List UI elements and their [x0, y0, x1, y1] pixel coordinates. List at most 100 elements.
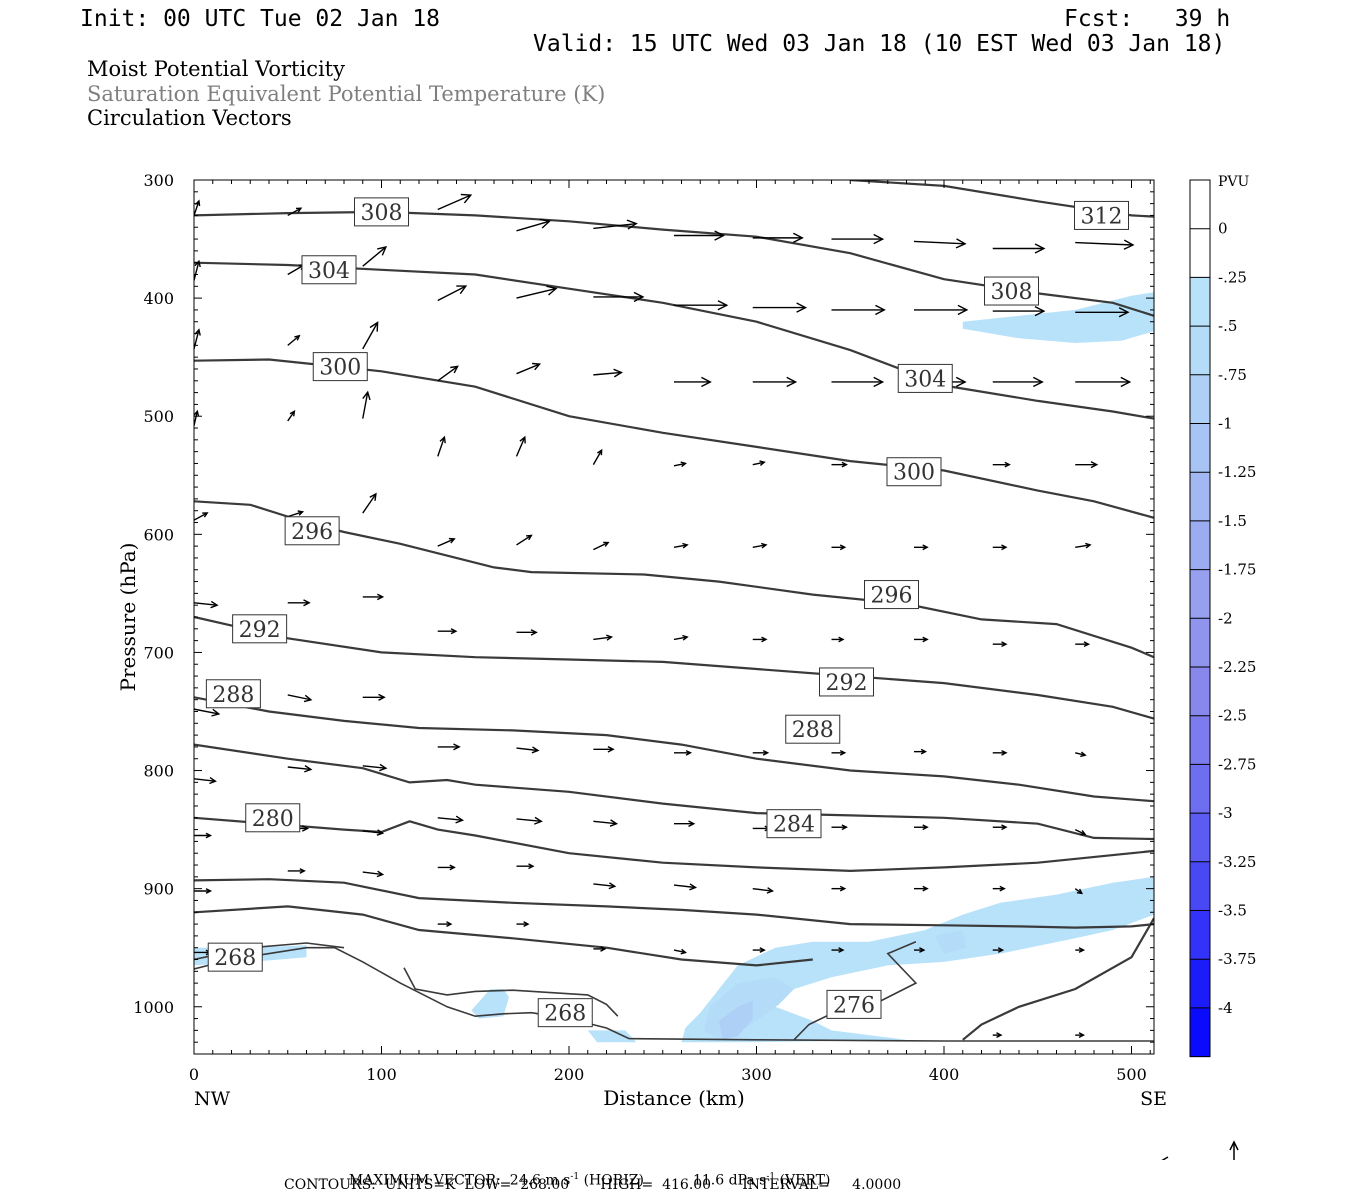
vector-57	[752, 542, 768, 549]
contour-label-304-1: 304	[897, 363, 953, 393]
vector-77	[437, 743, 461, 751]
vector-68	[673, 634, 689, 641]
vector-59	[914, 544, 929, 551]
vector-76	[362, 693, 386, 701]
colorbar-label-16: -4	[1218, 999, 1233, 1017]
vector-74	[194, 708, 221, 717]
vector-95	[914, 824, 929, 831]
vector-123	[992, 1032, 1003, 1039]
vector-94	[831, 824, 848, 831]
vector-96	[992, 824, 1008, 831]
vector-82	[831, 749, 847, 756]
vector-90	[516, 816, 543, 825]
vector-118	[831, 947, 845, 953]
vector-86	[194, 777, 217, 785]
svg-text:280: 280	[252, 807, 294, 832]
max-vector-label: MAXIMUM VECTOR:	[348, 1172, 501, 1189]
y-tick-label-700: 700	[143, 643, 174, 662]
horiz-max-value: 24.6 m s	[509, 1172, 571, 1189]
vector-71	[914, 636, 929, 643]
svg-text:296: 296	[291, 520, 333, 545]
contour-label-292-0: 292	[232, 614, 288, 644]
title-pv: Moist Potential Vorticity	[87, 57, 345, 81]
pv-shading	[194, 292, 1154, 1043]
vector-109	[1074, 888, 1084, 895]
colorbar-swatch-15	[1190, 910, 1210, 960]
vector-111	[287, 868, 306, 874]
vector-62	[194, 600, 219, 609]
vector-103	[593, 882, 617, 890]
contour-label-268-1: 268	[537, 998, 593, 1028]
valid-time: Valid: 15 UTC Wed 03 Jan 18 (10 EST Wed …	[533, 31, 1226, 57]
vector-42	[515, 435, 526, 457]
vector-106	[831, 885, 847, 892]
vector-102	[516, 863, 535, 870]
vector-83	[914, 748, 928, 755]
vector-22	[992, 305, 1046, 317]
horiz-unit: (HORIZ)	[583, 1172, 644, 1189]
x-tick-label-500: 500	[1116, 1065, 1147, 1084]
vector-70	[831, 636, 845, 643]
vector-56	[673, 542, 689, 549]
forecast-hour: Fcst: 39 h	[1064, 6, 1231, 32]
vector-38	[194, 409, 200, 426]
vector-63	[287, 599, 311, 607]
colorbar-label-13: -3.25	[1218, 853, 1256, 871]
vector-14	[362, 246, 388, 267]
contour-label-300-0: 300	[312, 352, 368, 382]
contour-304-12	[194, 358, 1154, 519]
vector-110	[194, 888, 213, 894]
vert-max-value: 11.6 dPa s	[692, 1172, 767, 1189]
vector-27	[362, 321, 379, 350]
colorbar-title: PVU	[1218, 174, 1250, 190]
colorbar-swatch-3	[1190, 326, 1210, 376]
vector-18	[674, 300, 729, 311]
svg-text:268: 268	[214, 946, 256, 971]
y-tick-label-500: 500	[143, 407, 174, 426]
contours-info: CONTOURS: UNITS=K LOW= 268.00 HIGH= 416.…	[284, 1177, 902, 1193]
vector-88	[362, 763, 388, 772]
vector-4	[593, 219, 638, 230]
nw-end-label: NW	[194, 1088, 231, 1110]
contour-label-288-0: 288	[205, 679, 261, 709]
colorbar-swatch-8	[1190, 569, 1210, 619]
circulation-vectors	[194, 193, 1154, 1039]
vector-121	[1075, 947, 1086, 953]
axes: 0 100 200 300 400 500 300 400 500 600 700 800 900 100…	[133, 171, 1154, 1084]
x-tick-label-0: 0	[189, 1065, 199, 1084]
contour-label-312-0: 312	[1074, 200, 1129, 230]
init-time: Init: 00 UTC Tue 02 Jan 18	[80, 6, 441, 32]
colorbar-swatch-13	[1190, 813, 1210, 863]
vert-unit: (VERT)	[779, 1172, 831, 1189]
colorbar-label-9: -2.25	[1218, 658, 1256, 676]
vector-120	[992, 947, 1005, 953]
x-tick-label-200: 200	[554, 1065, 585, 1084]
vector-39	[287, 410, 296, 422]
vector-48	[992, 461, 1011, 468]
vector-28	[437, 365, 459, 382]
colorbar-label-15: -3.75	[1218, 950, 1256, 968]
contour-276-2	[403, 967, 619, 1017]
vector-33	[831, 376, 885, 388]
vector-43	[592, 448, 603, 465]
contour-296-10	[194, 615, 1154, 720]
x-axis-title: Distance (km)	[603, 1086, 745, 1110]
pv-colorbar: PVU 0 -.25 -.5 -.75 -1 -1.25 -1.5 -1.75 -2 -2.25 -2…	[1189, 174, 1256, 1058]
vector-30	[593, 368, 623, 378]
vector-20	[831, 304, 886, 316]
vector-61	[1075, 542, 1092, 549]
svg-text:284: 284	[773, 813, 815, 838]
contour-label-268-0: 268	[207, 942, 263, 972]
vector-115	[593, 945, 607, 952]
vector-10	[1075, 239, 1135, 250]
contour-292-9	[194, 696, 1154, 803]
contour-label-300-1: 300	[886, 457, 942, 487]
svg-text:296: 296	[871, 584, 913, 609]
y-tick-label-600: 600	[143, 525, 174, 544]
vector-89	[437, 815, 465, 824]
vector-16	[516, 285, 558, 299]
vector-35	[992, 376, 1044, 388]
vector-100	[362, 829, 385, 836]
vector-113	[437, 921, 453, 928]
contour-label-304-0: 304	[301, 255, 357, 285]
